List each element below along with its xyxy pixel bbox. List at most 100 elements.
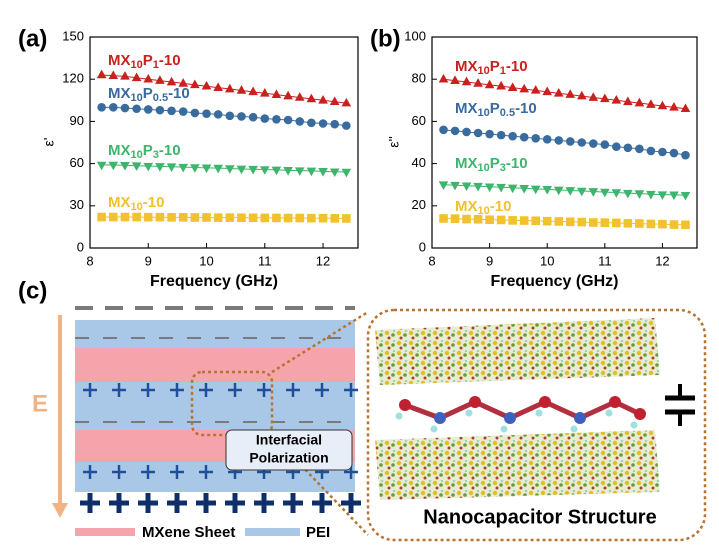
marker bbox=[554, 217, 564, 226]
marker bbox=[96, 69, 107, 79]
marker bbox=[450, 75, 460, 84]
atom bbox=[574, 412, 586, 424]
marker bbox=[623, 189, 633, 199]
marker bbox=[155, 163, 165, 172]
series-label: MX10-10 bbox=[455, 198, 511, 217]
marker bbox=[450, 214, 460, 223]
marker bbox=[120, 212, 130, 222]
y-tick-label: 120 bbox=[62, 71, 84, 86]
marker bbox=[611, 189, 622, 198]
marker bbox=[178, 163, 189, 173]
marker bbox=[202, 109, 211, 118]
x-tick-label: 8 bbox=[86, 253, 93, 268]
marker bbox=[329, 168, 340, 178]
marker bbox=[272, 114, 281, 124]
marker bbox=[461, 76, 472, 86]
callout-text: Interfacial bbox=[256, 432, 322, 448]
marker bbox=[577, 138, 587, 147]
marker bbox=[438, 73, 449, 83]
y-tick-label: 0 bbox=[419, 239, 426, 254]
marker bbox=[530, 185, 541, 195]
marker bbox=[473, 128, 483, 138]
marker bbox=[612, 142, 621, 152]
marker bbox=[236, 165, 247, 175]
marker bbox=[508, 131, 517, 141]
series-line bbox=[443, 217, 686, 226]
marker bbox=[565, 217, 575, 227]
marker bbox=[519, 132, 529, 142]
marker bbox=[669, 220, 679, 229]
x-tick-label: 12 bbox=[316, 253, 330, 268]
marker bbox=[225, 83, 235, 93]
marker bbox=[438, 181, 449, 190]
marker bbox=[248, 213, 258, 223]
panel-label: (b) bbox=[370, 25, 401, 52]
marker bbox=[201, 80, 212, 90]
marker bbox=[143, 162, 154, 172]
atom bbox=[500, 425, 508, 433]
marker bbox=[519, 216, 529, 225]
marker bbox=[565, 89, 576, 98]
marker bbox=[283, 213, 293, 223]
marker bbox=[473, 78, 483, 87]
marker bbox=[131, 72, 142, 82]
marker bbox=[600, 140, 610, 149]
y-axis-label: ε' bbox=[41, 138, 57, 147]
marker bbox=[531, 216, 540, 226]
marker bbox=[658, 219, 667, 229]
x-tick-label: 10 bbox=[540, 253, 554, 268]
marker bbox=[646, 190, 656, 200]
marker bbox=[97, 103, 106, 112]
marker bbox=[680, 191, 691, 201]
marker bbox=[623, 143, 633, 153]
marker bbox=[507, 82, 518, 91]
x-tick-label: 11 bbox=[598, 253, 612, 268]
marker bbox=[600, 218, 610, 227]
marker bbox=[213, 213, 223, 222]
y-tick-label: 80 bbox=[412, 71, 426, 86]
marker bbox=[330, 119, 339, 129]
marker bbox=[132, 212, 141, 222]
atom bbox=[465, 409, 473, 417]
marker bbox=[600, 188, 610, 198]
marker bbox=[166, 76, 177, 86]
y-tick-label: 20 bbox=[412, 197, 426, 212]
marker bbox=[680, 103, 691, 113]
marker bbox=[248, 112, 258, 122]
series-label: MX10P3-10 bbox=[108, 142, 181, 161]
atom bbox=[535, 409, 543, 417]
marker bbox=[143, 212, 153, 222]
atom bbox=[469, 396, 481, 408]
marker bbox=[318, 168, 328, 177]
x-axis-label: Frequency (GHz) bbox=[490, 273, 618, 290]
marker bbox=[588, 92, 599, 101]
marker bbox=[341, 97, 352, 107]
marker bbox=[473, 182, 483, 192]
atom bbox=[504, 412, 516, 424]
marker bbox=[108, 161, 119, 171]
mxene-structure bbox=[375, 318, 660, 385]
marker bbox=[565, 137, 575, 146]
marker bbox=[508, 216, 517, 225]
marker bbox=[225, 111, 235, 121]
y-axis-label: ε'' bbox=[386, 136, 402, 148]
marker bbox=[306, 167, 317, 177]
marker bbox=[132, 104, 141, 114]
marker bbox=[507, 184, 518, 194]
marker bbox=[553, 88, 564, 97]
marker bbox=[612, 218, 621, 228]
marker bbox=[657, 191, 668, 200]
marker bbox=[542, 186, 553, 195]
x-tick-label: 10 bbox=[199, 253, 213, 268]
field-arrow-head bbox=[52, 503, 68, 518]
zoom-panel bbox=[366, 308, 707, 542]
marker bbox=[307, 118, 316, 128]
marker bbox=[635, 144, 644, 154]
marker bbox=[318, 95, 328, 104]
marker bbox=[237, 213, 246, 223]
marker bbox=[439, 214, 448, 223]
marker bbox=[271, 166, 282, 176]
series-label: MX10P0.5-10 bbox=[108, 85, 190, 104]
marker bbox=[295, 213, 305, 223]
